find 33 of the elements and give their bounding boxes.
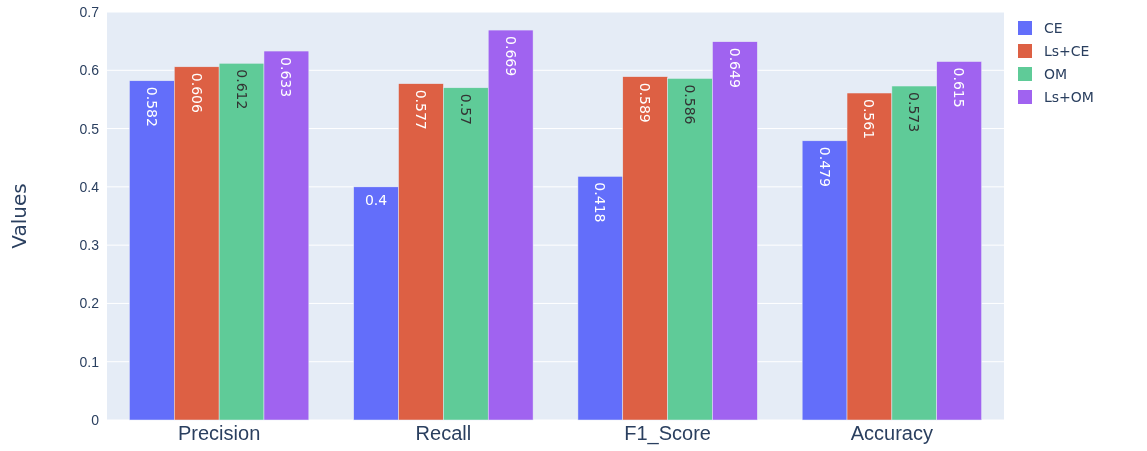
legend-label: Ls+CE bbox=[1044, 43, 1090, 59]
y-tick-label: 0.6 bbox=[79, 62, 100, 79]
legend-label: OM bbox=[1044, 66, 1068, 82]
data-label: 0.633 bbox=[278, 57, 295, 98]
y-tick-label: 0.4 bbox=[79, 178, 100, 195]
data-label: 0.612 bbox=[233, 69, 250, 110]
data-label: 0.573 bbox=[906, 92, 923, 133]
y-tick-label: 0.5 bbox=[79, 120, 100, 137]
data-label: 0.669 bbox=[502, 36, 519, 77]
data-label: 0.418 bbox=[592, 182, 609, 223]
legend-label: CE bbox=[1044, 20, 1063, 36]
y-axis-title: Values bbox=[7, 183, 31, 249]
data-label: 0.606 bbox=[188, 72, 205, 113]
legend-label: Ls+OM bbox=[1044, 89, 1094, 105]
x-tick-label: Recall bbox=[415, 422, 472, 445]
x-tick-label: F1_Score bbox=[624, 422, 711, 446]
data-label: 0.589 bbox=[637, 82, 654, 123]
data-label: 0.615 bbox=[951, 67, 968, 108]
y-tick-label: 0.7 bbox=[79, 3, 100, 20]
data-label: 0.577 bbox=[412, 89, 429, 130]
data-label: 0.4 bbox=[364, 191, 388, 208]
y-tick-label: 0.1 bbox=[79, 353, 100, 370]
x-tick-label: Accuracy bbox=[850, 422, 933, 445]
data-label: 0.649 bbox=[726, 47, 743, 88]
y-tick-label: 0.2 bbox=[79, 295, 100, 312]
data-label: 0.57 bbox=[457, 93, 474, 125]
data-label: 0.586 bbox=[682, 84, 699, 125]
y-tick-label: 0.3 bbox=[79, 237, 100, 254]
x-tick-label: Precision bbox=[177, 422, 261, 445]
y-tick-label: 0 bbox=[91, 411, 100, 428]
data-label: 0.582 bbox=[143, 86, 160, 127]
data-label: 0.561 bbox=[861, 99, 878, 140]
data-label: 0.479 bbox=[816, 146, 833, 187]
